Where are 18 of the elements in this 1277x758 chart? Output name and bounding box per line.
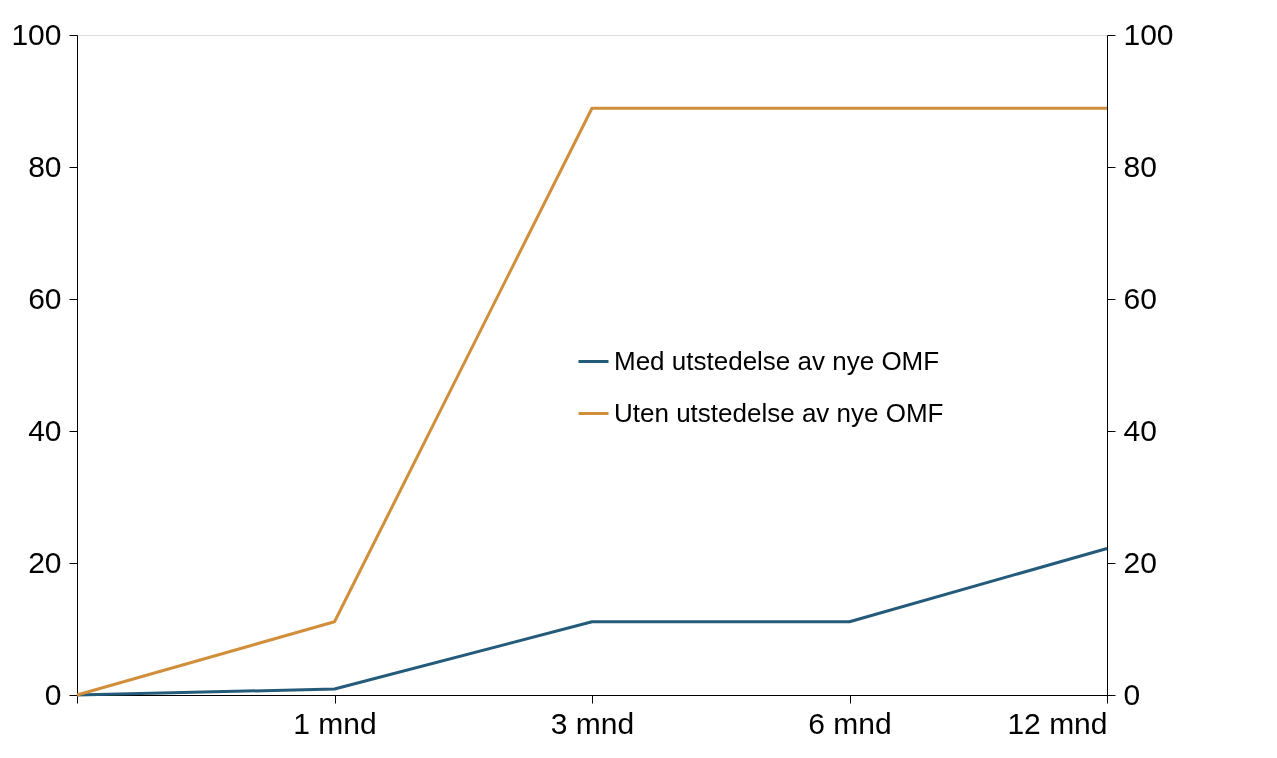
- y2-tick-label: 80: [1123, 149, 1157, 183]
- y2-tick-label: 60: [1123, 281, 1157, 315]
- y-tick-label: 60: [28, 281, 62, 315]
- y2-tick-label: 0: [1123, 677, 1141, 711]
- y-tick-label: 100: [11, 17, 62, 51]
- legend-label: Med utstedelse av nye OMF: [614, 345, 940, 376]
- y2-tick-label: 40: [1123, 413, 1157, 447]
- y-tick-label: 0: [44, 677, 62, 711]
- y2-tick-label: 100: [1123, 17, 1174, 51]
- y-tick-label: 40: [28, 413, 62, 447]
- x-tick-label: 1 mnd: [293, 706, 377, 740]
- x-tick-label: 6 mnd: [808, 706, 892, 740]
- x-tick-label: 12 mnd: [1007, 706, 1108, 740]
- y-tick-label: 80: [28, 149, 62, 183]
- y-tick-label: 20: [28, 545, 62, 579]
- x-tick-label: 3 mnd: [550, 706, 635, 740]
- legend-label: Uten utstedelse av nye OMF: [614, 397, 944, 428]
- y2-tick-label: 20: [1123, 545, 1157, 579]
